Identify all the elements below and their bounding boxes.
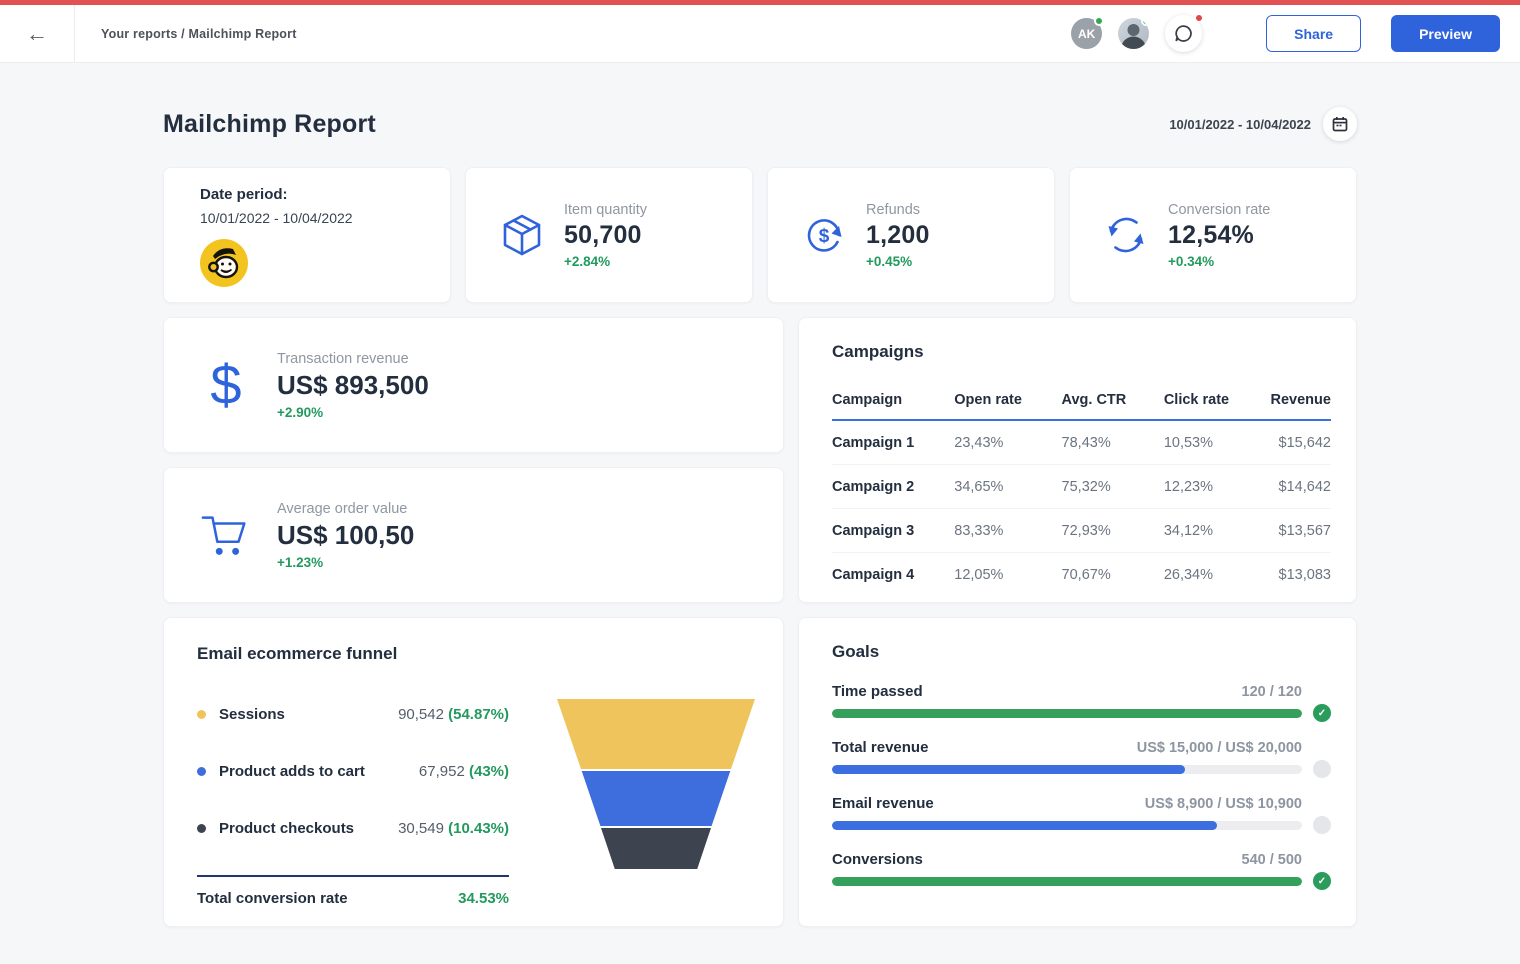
calendar-button[interactable] — [1323, 107, 1357, 141]
breadcrumb[interactable]: Your reports / Mailchimp Report — [101, 27, 297, 41]
progress-bar — [832, 821, 1302, 830]
refund-icon: $ — [800, 212, 848, 258]
item-quantity-card: Item quantity 50,700 +2.84% — [465, 167, 753, 303]
online-dot — [1141, 18, 1149, 26]
kpi-delta: +2.84% — [564, 254, 647, 269]
kpi-delta: +2.90% — [277, 405, 429, 420]
kpi-value: US$ 100,50 — [277, 520, 414, 551]
email-ecommerce-funnel-card: Email ecommerce funnel Sessions 90,542 (… — [163, 617, 784, 927]
refunds-card: $ Refunds 1,200 +0.45% — [767, 167, 1055, 303]
funnel-legend-item: Sessions 90,542 (54.87%) — [197, 704, 509, 724]
top-bar: ← Your reports / Mailchimp Report AK Sha… — [0, 5, 1520, 63]
report-date-range: 10/01/2022 - 10/04/2022 — [1169, 117, 1311, 132]
kpi-value: 1,200 — [866, 221, 930, 250]
kpi-value: US$ 893,500 — [277, 370, 429, 401]
kpi-value: 12,54% — [1168, 221, 1270, 250]
checkouts-dot — [197, 824, 206, 833]
goals-card: Goals Time passed 120 / 120 ✓ — [798, 617, 1357, 927]
date-period-label: Date period: — [200, 186, 430, 203]
conversion-rate-card: Conversion rate 12,54% +0.34% — [1069, 167, 1357, 303]
cart-icon — [200, 510, 252, 560]
kpi-label: Conversion rate — [1168, 202, 1270, 218]
chat-bubble-icon — [1173, 23, 1194, 44]
online-dot — [1094, 16, 1104, 26]
goal-row: Conversions 540 / 500 ✓ — [832, 851, 1331, 886]
back-arrow-icon: ← — [26, 23, 48, 45]
avatar-photo[interactable] — [1118, 18, 1149, 49]
goal-status-icon: ✓ — [1313, 760, 1331, 778]
campaigns-card: Campaigns Campaign Open rate Avg. CTR Cl… — [798, 317, 1357, 603]
transaction-revenue-card: $ Transaction revenue US$ 893,500 +2.90% — [163, 317, 784, 453]
kpi-label: Average order value — [277, 501, 414, 517]
dollar-icon: $ — [200, 357, 252, 413]
refresh-icon — [1102, 212, 1150, 258]
preview-button[interactable]: Preview — [1391, 15, 1500, 52]
goal-status-icon: ✓ — [1313, 704, 1331, 722]
goal-status-icon: ✓ — [1313, 816, 1331, 834]
avatar-initials: AK — [1078, 27, 1095, 41]
date-period-value: 10/01/2022 - 10/04/2022 — [200, 210, 430, 226]
table-header-row: Campaign Open rate Avg. CTR Click rate R… — [832, 384, 1331, 421]
funnel-chart — [557, 699, 755, 871]
kpi-delta: +0.34% — [1168, 254, 1270, 269]
kpi-value: 50,700 — [564, 221, 647, 250]
table-row: Campaign 2 34,65% 75,32% 12,23% $14,642 — [832, 465, 1331, 509]
chat-button[interactable] — [1165, 15, 1202, 52]
notification-dot — [1194, 13, 1204, 23]
goal-row: Time passed 120 / 120 ✓ — [832, 683, 1331, 718]
progress-bar — [832, 765, 1302, 774]
total-conversion-row: Total conversion rate 34.53% — [197, 875, 509, 907]
kpi-label: Refunds — [866, 202, 930, 218]
calendar-icon — [1332, 116, 1348, 132]
kpi-label: Transaction revenue — [277, 351, 429, 367]
page-title: Mailchimp Report — [163, 110, 376, 139]
progress-bar — [832, 877, 1302, 886]
kpi-delta: +1.23% — [277, 555, 414, 570]
goal-status-icon: ✓ — [1313, 872, 1331, 890]
adds-to-cart-dot — [197, 767, 206, 776]
avatar-ak[interactable]: AK — [1071, 18, 1102, 49]
sessions-dot — [197, 710, 206, 719]
funnel-legend-item: Product checkouts 30,549 (10.43%) — [197, 818, 509, 838]
table-row: Campaign 3 83,33% 72,93% 34,12% $13,567 — [832, 509, 1331, 553]
goal-row: Email revenue US$ 8,900 / US$ 10,900 ✓ — [832, 795, 1331, 830]
goal-row: Total revenue US$ 15,000 / US$ 20,000 ✓ — [832, 739, 1331, 774]
share-button[interactable]: Share — [1266, 15, 1361, 52]
campaigns-title: Campaigns — [832, 342, 1331, 362]
goals-title: Goals — [832, 642, 1331, 662]
funnel-title: Email ecommerce funnel — [197, 644, 755, 664]
date-period-card: Date period: 10/01/2022 - 10/04/2022 — [163, 167, 451, 303]
svg-text:$: $ — [819, 226, 830, 247]
table-row: Campaign 1 23,43% 78,43% 10,53% $15,642 — [832, 421, 1331, 465]
average-order-value-card: Average order value US$ 100,50 +1.23% — [163, 467, 784, 603]
progress-bar — [832, 709, 1302, 718]
kpi-delta: +0.45% — [866, 254, 930, 269]
mailchimp-logo-icon — [200, 239, 248, 287]
funnel-legend-item: Product adds to cart 67,952 (43%) — [197, 761, 509, 781]
table-row: Campaign 4 12,05% 70,67% 26,34% $13,083 — [832, 553, 1331, 597]
package-icon — [498, 212, 546, 258]
back-button[interactable]: ← — [0, 5, 75, 62]
campaigns-table: Campaign Open rate Avg. CTR Click rate R… — [832, 384, 1331, 597]
kpi-label: Item quantity — [564, 202, 647, 218]
